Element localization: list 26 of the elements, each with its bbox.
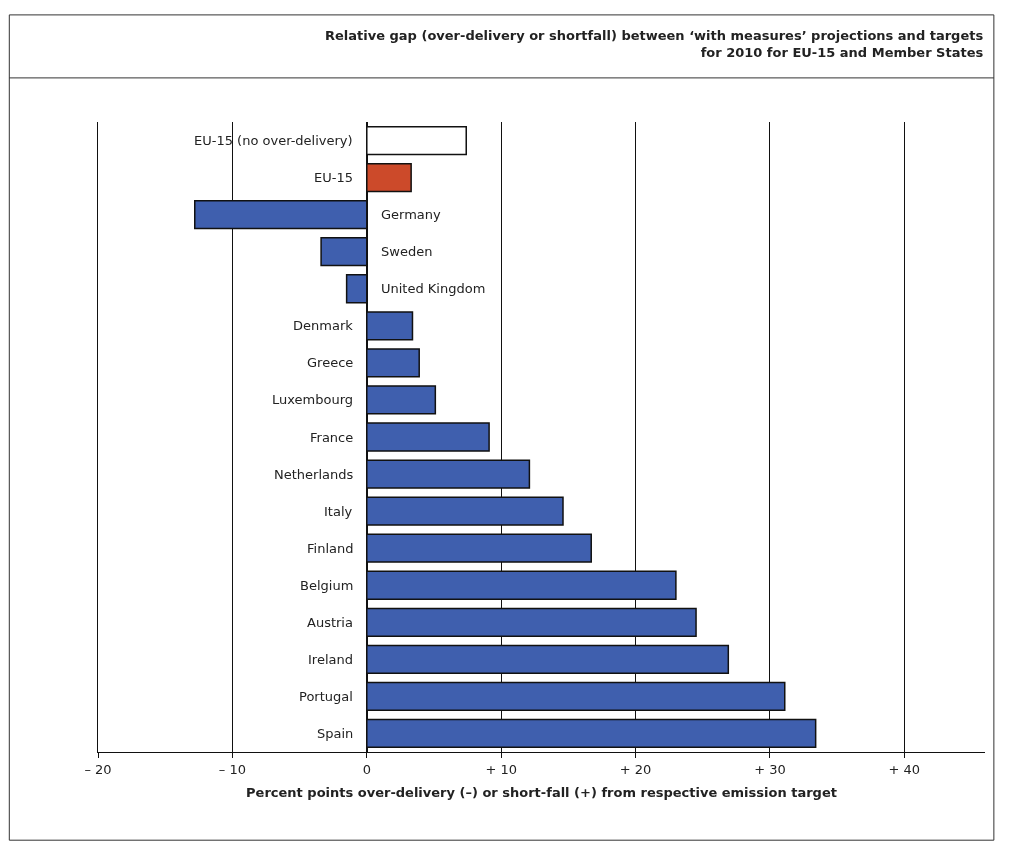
y-tick-label: Ireland: [308, 652, 353, 667]
y-tick-label: Denmark: [293, 318, 354, 333]
y-tick-label: EU-15: [314, 170, 353, 185]
y-tick-label: Spain: [317, 726, 354, 741]
y-tick-label: EU-15 (no over-delivery): [194, 133, 353, 148]
y-tick-label: Luxembourg: [272, 392, 354, 407]
x-axis-title: Percent points over-delivery (–) or short-fall (+) from respective emission target: [246, 785, 837, 801]
x-tick-label: 0: [362, 761, 371, 777]
x-tick-label: + 20: [619, 761, 652, 777]
x-tick-label: – 20: [84, 761, 112, 777]
y-tick-label: Austria: [307, 615, 353, 630]
y-tick-label: Finland: [307, 541, 354, 556]
y-tick-label: Netherlands: [274, 467, 354, 482]
y-tick-label: France: [310, 430, 354, 445]
y-tick-label: Belgium: [300, 578, 354, 593]
y-tick-label: Portugal: [299, 689, 353, 704]
y-tick-label: Sweden: [381, 244, 433, 259]
y-tick-label: Germany: [381, 207, 442, 222]
x-tick-label: + 10: [485, 761, 517, 777]
y-tick-label: United Kingdom: [381, 281, 486, 296]
x-tick-label: + 40: [888, 761, 921, 777]
chart-title: Relative gap (over-delivery or shortfall) between ‘with measures’ projections and targets for 2010 for EU-15 and Member States: [325, 28, 984, 60]
y-tick-label: Greece: [307, 355, 354, 370]
x-tick-label: – 10: [218, 761, 246, 777]
x-tick-label: + 30: [754, 761, 786, 777]
y-tick-label: Italy: [324, 504, 353, 519]
